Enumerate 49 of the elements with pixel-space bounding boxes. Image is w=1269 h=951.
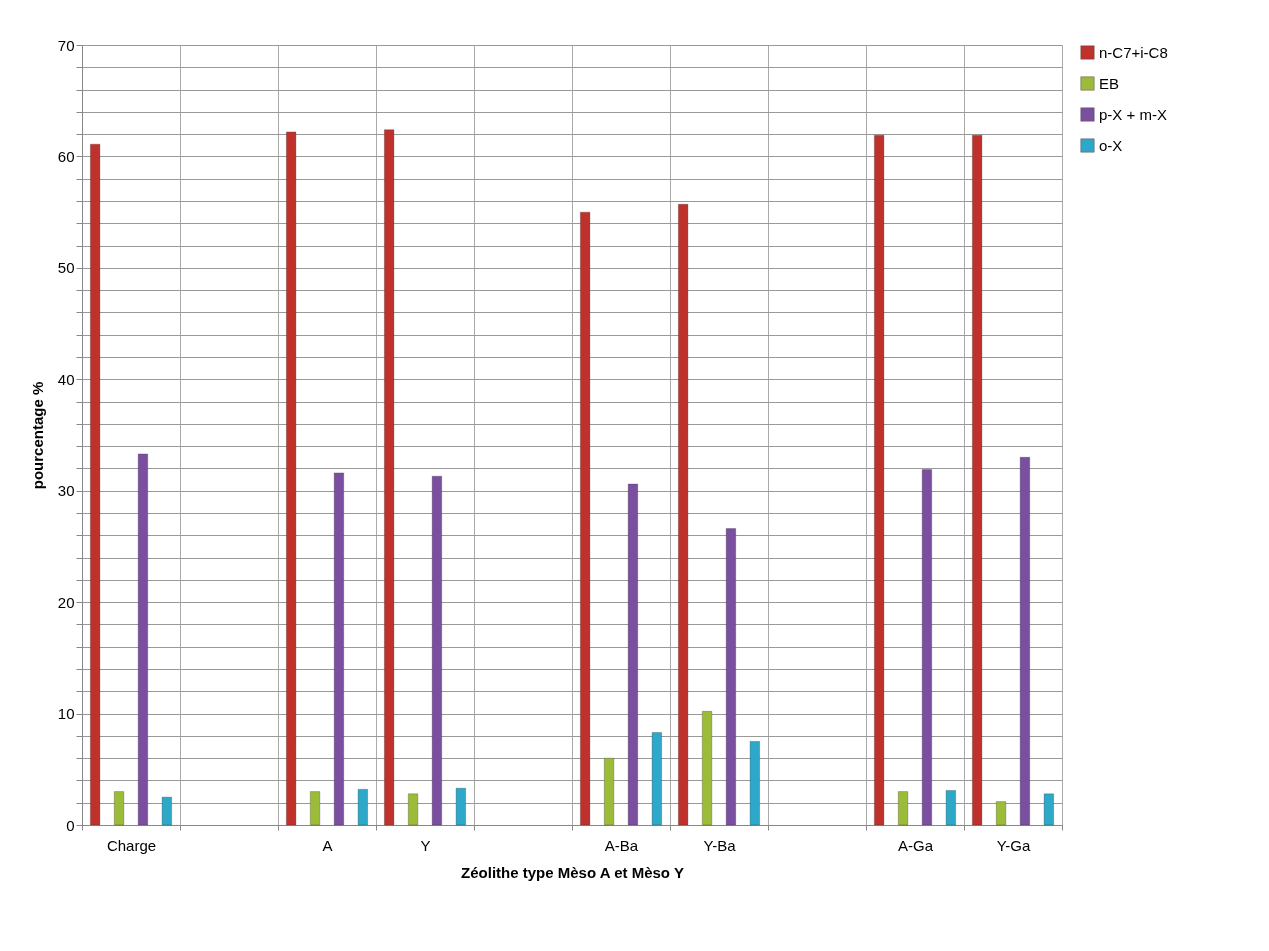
- x-tick-label: Y: [420, 836, 431, 854]
- legend-label: EB: [1099, 74, 1120, 92]
- bar: [874, 135, 885, 826]
- x-axis-title: Zéolithe type Mèso A et Mèso Y: [461, 863, 684, 881]
- y-tick-label: 50: [57, 259, 75, 277]
- bar: [678, 204, 689, 826]
- bar: [1043, 793, 1054, 826]
- bar: [702, 711, 712, 826]
- y-tick-label: 0: [66, 816, 75, 834]
- bar: [1020, 457, 1030, 826]
- y-tick-label: 60: [57, 147, 75, 165]
- bar: [922, 469, 932, 826]
- bar: [996, 801, 1006, 826]
- y-axis-title: pourcentage %: [28, 381, 46, 490]
- y-tick-label: 40: [57, 370, 75, 388]
- y-tick-label: 10: [57, 705, 75, 723]
- legend-label: n-C7+i-C8: [1099, 43, 1168, 61]
- x-tick-label: A-Ga: [897, 836, 934, 854]
- bar: [310, 791, 320, 826]
- bar: [945, 790, 956, 826]
- bar: [455, 788, 466, 826]
- bar: [628, 483, 638, 826]
- bar: [898, 791, 908, 826]
- bar: [114, 791, 124, 826]
- x-tick-label: A: [322, 836, 333, 854]
- x-tick-label: Y-Ga: [996, 836, 1031, 854]
- bar: [90, 144, 101, 826]
- bar: [726, 528, 736, 826]
- legend-label: p-X + m-X: [1099, 105, 1167, 123]
- y-tick-label: 30: [57, 482, 75, 500]
- bar: [604, 757, 614, 826]
- bar: [384, 129, 395, 826]
- bar: [651, 732, 662, 826]
- bar: [408, 793, 418, 826]
- y-tick-label: 70: [57, 36, 75, 54]
- bar: [972, 135, 983, 826]
- bar: [357, 789, 368, 826]
- bar: [161, 796, 172, 826]
- bar: [580, 211, 591, 826]
- legend-label: o-X: [1099, 136, 1123, 154]
- bar: [334, 472, 344, 826]
- bar: [749, 741, 760, 826]
- bar: [138, 453, 148, 826]
- bar: [286, 131, 297, 826]
- x-tick-label: Charge: [106, 836, 157, 854]
- x-tick-label: Y-Ba: [703, 836, 737, 854]
- bar: [432, 476, 442, 826]
- y-tick-label: 20: [57, 593, 75, 611]
- x-tick-label: A-Ba: [604, 836, 639, 854]
